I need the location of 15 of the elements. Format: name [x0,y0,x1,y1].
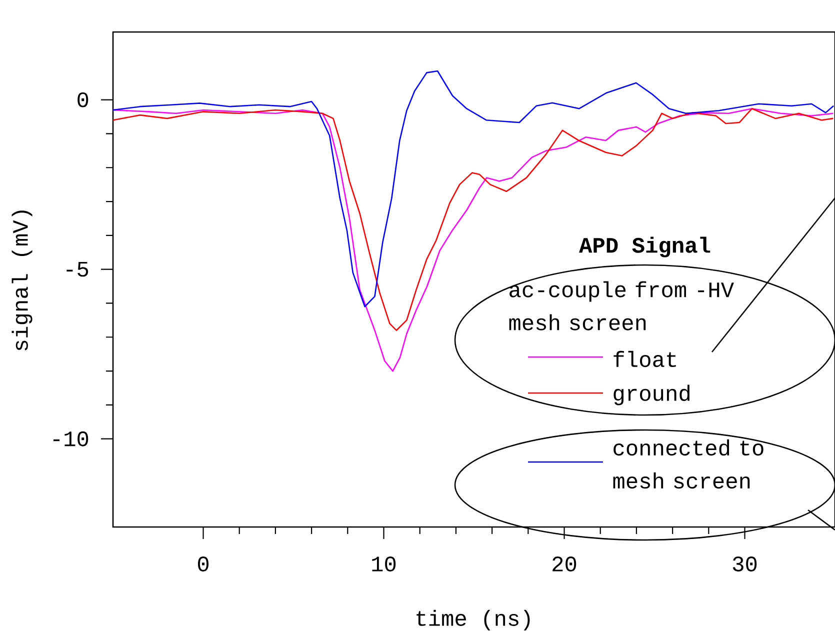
y-axis-title: signal (mV) [12,210,32,350]
line-series [113,70,834,308]
y-tick-label: -5 [66,262,88,277]
x-tick-label: 20 [552,556,576,572]
legend-title: APD Signal [578,236,710,258]
line-series [113,108,834,332]
y-tick-label: -10 [53,431,88,446]
legend-label: ground [614,384,690,406]
x-tick-label: 30 [732,556,757,572]
x-tick-label: 0 [198,556,208,572]
legend-label: float [614,350,676,368]
x-tick-label: 10 [372,556,396,572]
y-tick-label: 0 [78,92,88,108]
x-axis-title: time (ns) [416,610,530,630]
legend-label: connected to mesh screen [613,439,764,489]
